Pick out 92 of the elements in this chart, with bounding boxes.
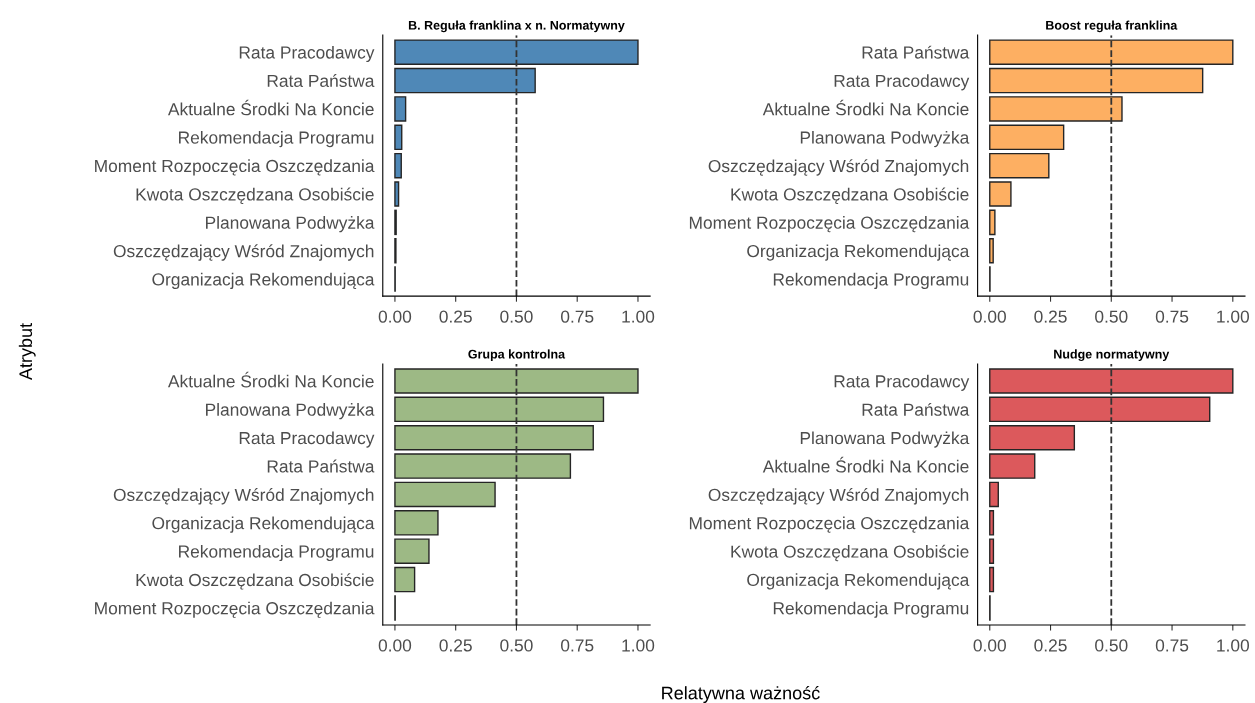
y-tick-label: Organizacja Rekomendująca [152, 516, 375, 533]
y-tick-label: Oszczędzający Wśród Znajomych [113, 488, 374, 505]
x-tick-label: 0.25 [439, 310, 472, 323]
x-tick-label: 0.50 [1095, 639, 1128, 652]
bar [989, 396, 1211, 423]
bar [394, 96, 407, 122]
bar [394, 424, 594, 451]
y-tick-label: Oszczędzający Wśród Znajomych [708, 488, 969, 505]
bar [989, 424, 1076, 451]
y-tick-label: Planowana Podwyżka [206, 216, 375, 233]
y-tick-label: Rata Państwa [267, 74, 375, 87]
bar [394, 152, 402, 179]
y-tick-label: Planowana Podwyżka [800, 431, 970, 448]
y-tick-label: Aktualne Środki Na Koncie [762, 456, 969, 473]
y-tick-label: Organizacja Rekomendująca [747, 573, 970, 590]
x-tick-label: 0.50 [500, 639, 533, 652]
bar [394, 538, 430, 564]
bar [394, 453, 572, 479]
y-tick-label: Rata Państwa [862, 45, 970, 59]
y-tick-label: Rekomendacja Programu [773, 272, 969, 289]
x-tick-label: 1.00 [622, 310, 655, 323]
chart-title: Boost reguła franklina [1046, 20, 1178, 33]
bar [989, 453, 1036, 479]
x-tick-label: 0.75 [560, 310, 594, 323]
x-tick-label: 0.25 [439, 639, 472, 652]
y-tick-label: Rata Pracodawcy [239, 45, 375, 63]
y-tick-label: Kwota Oszczędzana Osobiście [136, 187, 374, 205]
x-tick-label: 0.50 [1095, 310, 1128, 323]
x-tick-label: 0.25 [1034, 639, 1067, 652]
y-tick-label: Rata Państwa [267, 459, 375, 473]
bar [989, 510, 995, 536]
x-tick-label: 0.25 [1034, 310, 1067, 323]
y-tick-label: Aktualne Środki Na Koncie [167, 371, 374, 388]
y-tick-label: Moment Rozpoczęcia Oszczędzania [95, 159, 375, 176]
y-tick-label: Planowana Podwyżka [800, 130, 970, 148]
y-axis-title: Atrybut [18, 323, 36, 381]
bar [394, 124, 403, 151]
x-tick-label: 0.00 [973, 639, 1006, 652]
bar [989, 566, 995, 593]
bar [394, 39, 639, 65]
x-tick-label: 0.75 [1155, 310, 1189, 323]
bar [394, 368, 639, 394]
bar [989, 96, 1123, 122]
y-tick-label: Rata Pracodawcy [834, 374, 970, 391]
y-tick-label: Rata Pracodawcy [239, 431, 375, 448]
chart-title: Nudge normatywny [1054, 349, 1170, 362]
y-tick-label: Moment Rozpoczęcia Oszczędzania [95, 601, 375, 618]
y-tick-label: Aktualne Środki Na Koncie [762, 99, 969, 116]
y-tick-label: Rekomendacja Programu [773, 601, 969, 618]
y-tick-label: Kwota Oszczędzana Osobiście [731, 187, 969, 205]
bar [394, 67, 536, 94]
y-tick-label: Oszczędzający Wśród Znajomych [113, 244, 374, 261]
y-tick-label: Planowana Podwyżka [206, 403, 375, 420]
x-axis-title: Relatywna ważność [662, 685, 820, 703]
x-tick-label: 0.00 [973, 310, 1006, 323]
bar [989, 181, 1012, 207]
chart-title: Grupa kontrolna [468, 349, 566, 362]
bar [989, 152, 1050, 179]
x-tick-label: 1.00 [622, 639, 655, 652]
y-tick-label: Kwota Oszczędzana Osobiście [136, 573, 374, 590]
bar [394, 566, 416, 593]
bar [989, 209, 996, 236]
bar [394, 481, 496, 508]
chart-title: B. Reguła franklina x n. Normatywny [408, 20, 625, 33]
bar [394, 396, 605, 423]
y-tick-label: Moment Rozpoczęcia Oszczędzania [689, 516, 970, 533]
bar [394, 181, 400, 207]
bar [989, 481, 999, 508]
y-tick-label: Rata Pracodawcy [834, 74, 970, 91]
bar [989, 237, 994, 264]
x-tick-label: 0.75 [1155, 639, 1189, 652]
x-tick-label: 0.75 [560, 639, 594, 652]
bar [989, 39, 1234, 65]
y-tick-label: Aktualne Środki Na Koncie [167, 99, 374, 116]
y-tick-label: Rekomendacja Programu [179, 130, 374, 148]
y-tick-label: Rekomendacja Programu [179, 544, 374, 562]
y-tick-label: Organizacja Rekomendująca [152, 272, 375, 290]
y-tick-label: Oszczędzający Wśród Znajomych [708, 159, 969, 176]
bar [989, 538, 995, 564]
y-tick-label: Moment Rozpoczęcia Oszczędzania [689, 216, 970, 233]
y-tick-label: Kwota Oszczędzana Osobiście [731, 544, 969, 562]
y-tick-label: Rata Państwa [862, 402, 970, 416]
x-tick-label: 0.50 [500, 310, 533, 323]
y-tick-label: Organizacja Rekomendująca [747, 244, 970, 261]
bar [989, 368, 1234, 394]
x-tick-label: 1.00 [1217, 639, 1250, 652]
bar [394, 510, 439, 536]
x-tick-label: 0.00 [378, 639, 412, 652]
bar [989, 67, 1204, 94]
bar [989, 124, 1065, 151]
x-tick-label: 1.00 [1217, 310, 1250, 323]
x-tick-label: 0.00 [378, 310, 412, 323]
